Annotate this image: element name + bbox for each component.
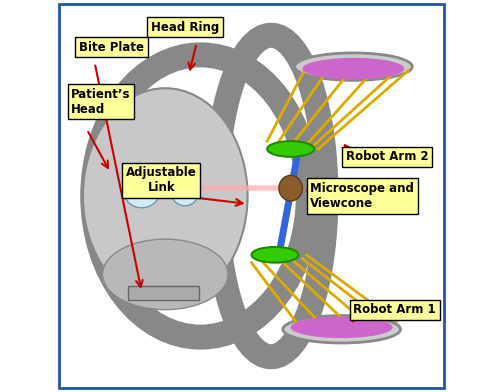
Ellipse shape [103,239,228,310]
FancyBboxPatch shape [128,286,199,300]
Ellipse shape [252,247,299,263]
Text: Head Ring: Head Ring [151,21,219,34]
Ellipse shape [295,53,412,80]
Text: Bite Plate: Bite Plate [79,40,144,54]
Ellipse shape [302,58,404,79]
Ellipse shape [139,189,145,195]
Ellipse shape [183,190,187,194]
Ellipse shape [283,316,400,343]
Text: Adjustable
Link: Adjustable Link [126,166,197,194]
Text: Microscope and
Viewcone: Microscope and Viewcone [310,182,414,210]
Ellipse shape [83,88,247,304]
Ellipse shape [171,178,199,206]
Text: Robot Arm 2: Robot Arm 2 [346,150,428,163]
Ellipse shape [124,176,159,208]
Ellipse shape [267,141,314,157]
Ellipse shape [279,176,302,201]
Text: Robot Arm 1: Robot Arm 1 [354,303,436,316]
Text: Patient’s
Head: Patient’s Head [71,88,131,116]
Ellipse shape [291,317,393,338]
